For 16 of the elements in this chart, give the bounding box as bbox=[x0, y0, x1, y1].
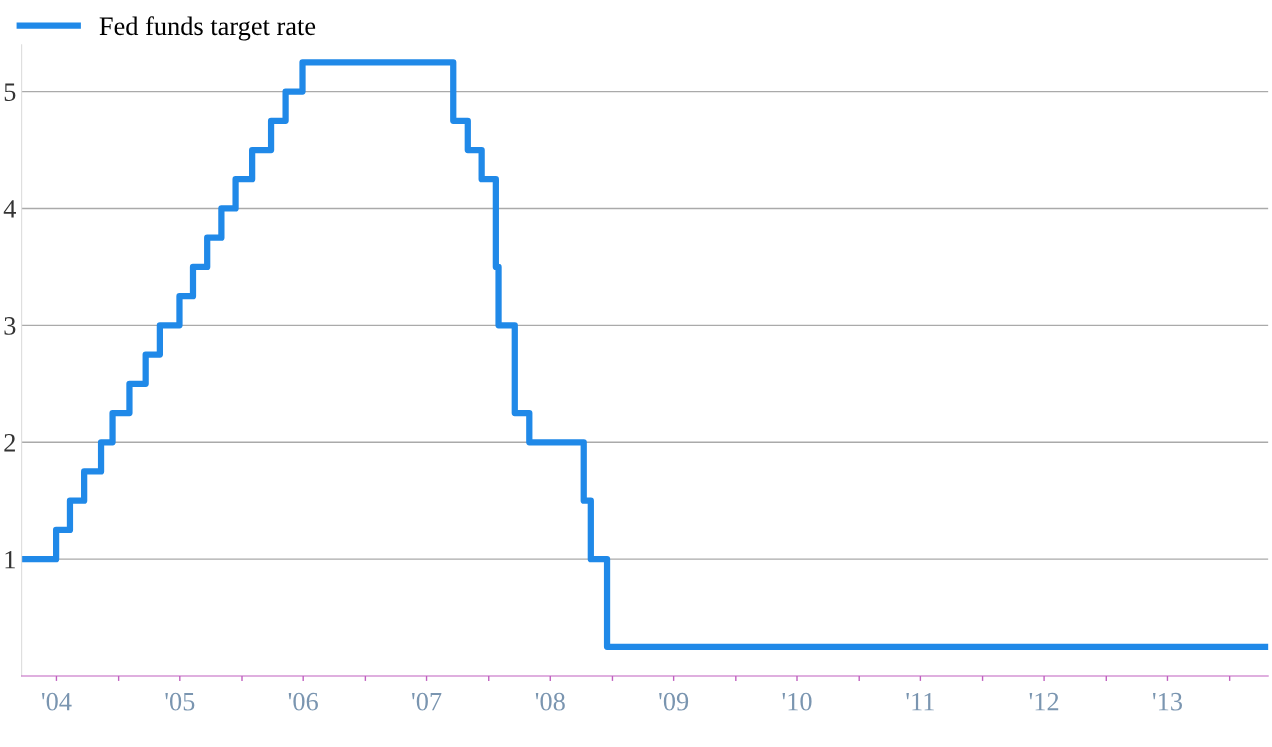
y-tick-label: 5 bbox=[4, 83, 16, 101]
x-tick-label: '13 bbox=[1153, 692, 1182, 711]
x-tick-label: '09 bbox=[659, 692, 689, 711]
x-tick-label: '12 bbox=[1029, 692, 1059, 711]
y-tick-label: 4 bbox=[3, 200, 16, 218]
legend-label: Fed funds target rate bbox=[99, 16, 316, 41]
x-tick-label: '05 bbox=[165, 692, 195, 711]
x-tick-label: '11 bbox=[906, 692, 934, 711]
x-tick-label: '07 bbox=[412, 692, 442, 711]
y-tick-label: 1 bbox=[5, 550, 15, 569]
x-tick-label: '10 bbox=[782, 692, 812, 711]
y-tick-label: 2 bbox=[4, 433, 15, 452]
x-tick-label: '08 bbox=[535, 692, 565, 711]
x-tick-label: '06 bbox=[288, 692, 318, 711]
x-tick-label: '04 bbox=[41, 692, 72, 711]
y-tick-label: 3 bbox=[4, 317, 16, 335]
